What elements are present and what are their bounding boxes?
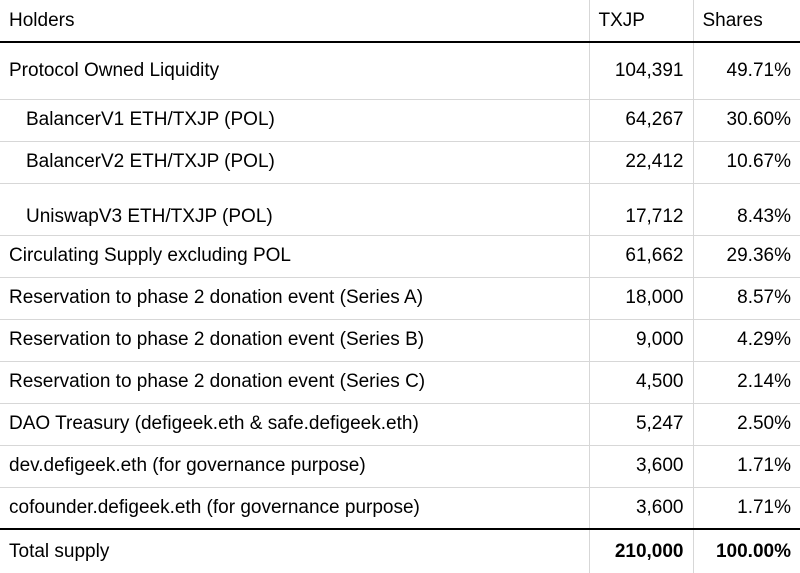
holder-cell: dev.defigeek.eth (for governance purpose…: [0, 445, 590, 488]
shares-cell: 10.67%: [693, 141, 800, 184]
total-txjp: 210,000: [589, 528, 694, 573]
table-row: BalancerV1 ETH/TXJP (POL) 64,267 30.60%: [0, 99, 800, 142]
holder-cell: UniswapV3 ETH/TXJP (POL): [0, 183, 590, 236]
shares-cell: 30.60%: [693, 99, 800, 142]
total-row: Total supply 210,000 100.00%: [0, 528, 800, 573]
table-row: Reservation to phase 2 donation event (S…: [0, 319, 800, 362]
header-txjp: TXJP: [589, 0, 694, 43]
header-row: Holders TXJP Shares: [0, 0, 800, 43]
table-row: BalancerV2 ETH/TXJP (POL) 22,412 10.67%: [0, 141, 800, 184]
txjp-cell: 18,000: [589, 277, 694, 320]
table-row: Reservation to phase 2 donation event (S…: [0, 277, 800, 320]
holder-cell: Circulating Supply excluding POL: [0, 235, 590, 278]
table-row: Circulating Supply excluding POL 61,662 …: [0, 235, 800, 278]
txjp-cell: 22,412: [589, 141, 694, 184]
total-label: Total supply: [0, 528, 590, 573]
txjp-cell: 104,391: [589, 42, 694, 100]
shares-cell: 1.71%: [693, 487, 800, 530]
holder-cell: DAO Treasury (defigeek.eth & safe.defige…: [0, 403, 590, 446]
holder-cell: Protocol Owned Liquidity: [0, 42, 590, 100]
txjp-cell: 9,000: [589, 319, 694, 362]
total-shares: 100.00%: [693, 528, 800, 573]
shares-cell: 2.50%: [693, 403, 800, 446]
shares-cell: 29.36%: [693, 235, 800, 278]
holder-cell: BalancerV1 ETH/TXJP (POL): [0, 99, 590, 142]
shares-cell: 4.29%: [693, 319, 800, 362]
shares-cell: 8.57%: [693, 277, 800, 320]
txjp-cell: 4,500: [589, 361, 694, 404]
header-shares: Shares: [693, 0, 800, 43]
shares-cell: 2.14%: [693, 361, 800, 404]
table-row: DAO Treasury (defigeek.eth & safe.defige…: [0, 403, 800, 446]
txjp-cell: 61,662: [589, 235, 694, 278]
table-row: cofounder.defigeek.eth (for governance p…: [0, 487, 800, 530]
header-holders: Holders: [0, 0, 590, 43]
txjp-cell: 17,712: [589, 183, 694, 236]
txjp-cell: 5,247: [589, 403, 694, 446]
holder-cell: Reservation to phase 2 donation event (S…: [0, 319, 590, 362]
shares-cell: 8.43%: [693, 183, 800, 236]
shares-cell: 49.71%: [693, 42, 800, 100]
table-row: UniswapV3 ETH/TXJP (POL) 17,712 8.43%: [0, 183, 800, 236]
txjp-cell: 3,600: [589, 445, 694, 488]
table-row: dev.defigeek.eth (for governance purpose…: [0, 445, 800, 488]
holder-cell: Reservation to phase 2 donation event (S…: [0, 277, 590, 320]
table-row: Reservation to phase 2 donation event (S…: [0, 361, 800, 404]
holder-cell: Reservation to phase 2 donation event (S…: [0, 361, 590, 404]
holder-cell: BalancerV2 ETH/TXJP (POL): [0, 141, 590, 184]
txjp-cell: 3,600: [589, 487, 694, 530]
table-row: Protocol Owned Liquidity 104,391 49.71%: [0, 42, 800, 100]
shares-cell: 1.71%: [693, 445, 800, 488]
holder-cell: cofounder.defigeek.eth (for governance p…: [0, 487, 590, 530]
txjp-cell: 64,267: [589, 99, 694, 142]
